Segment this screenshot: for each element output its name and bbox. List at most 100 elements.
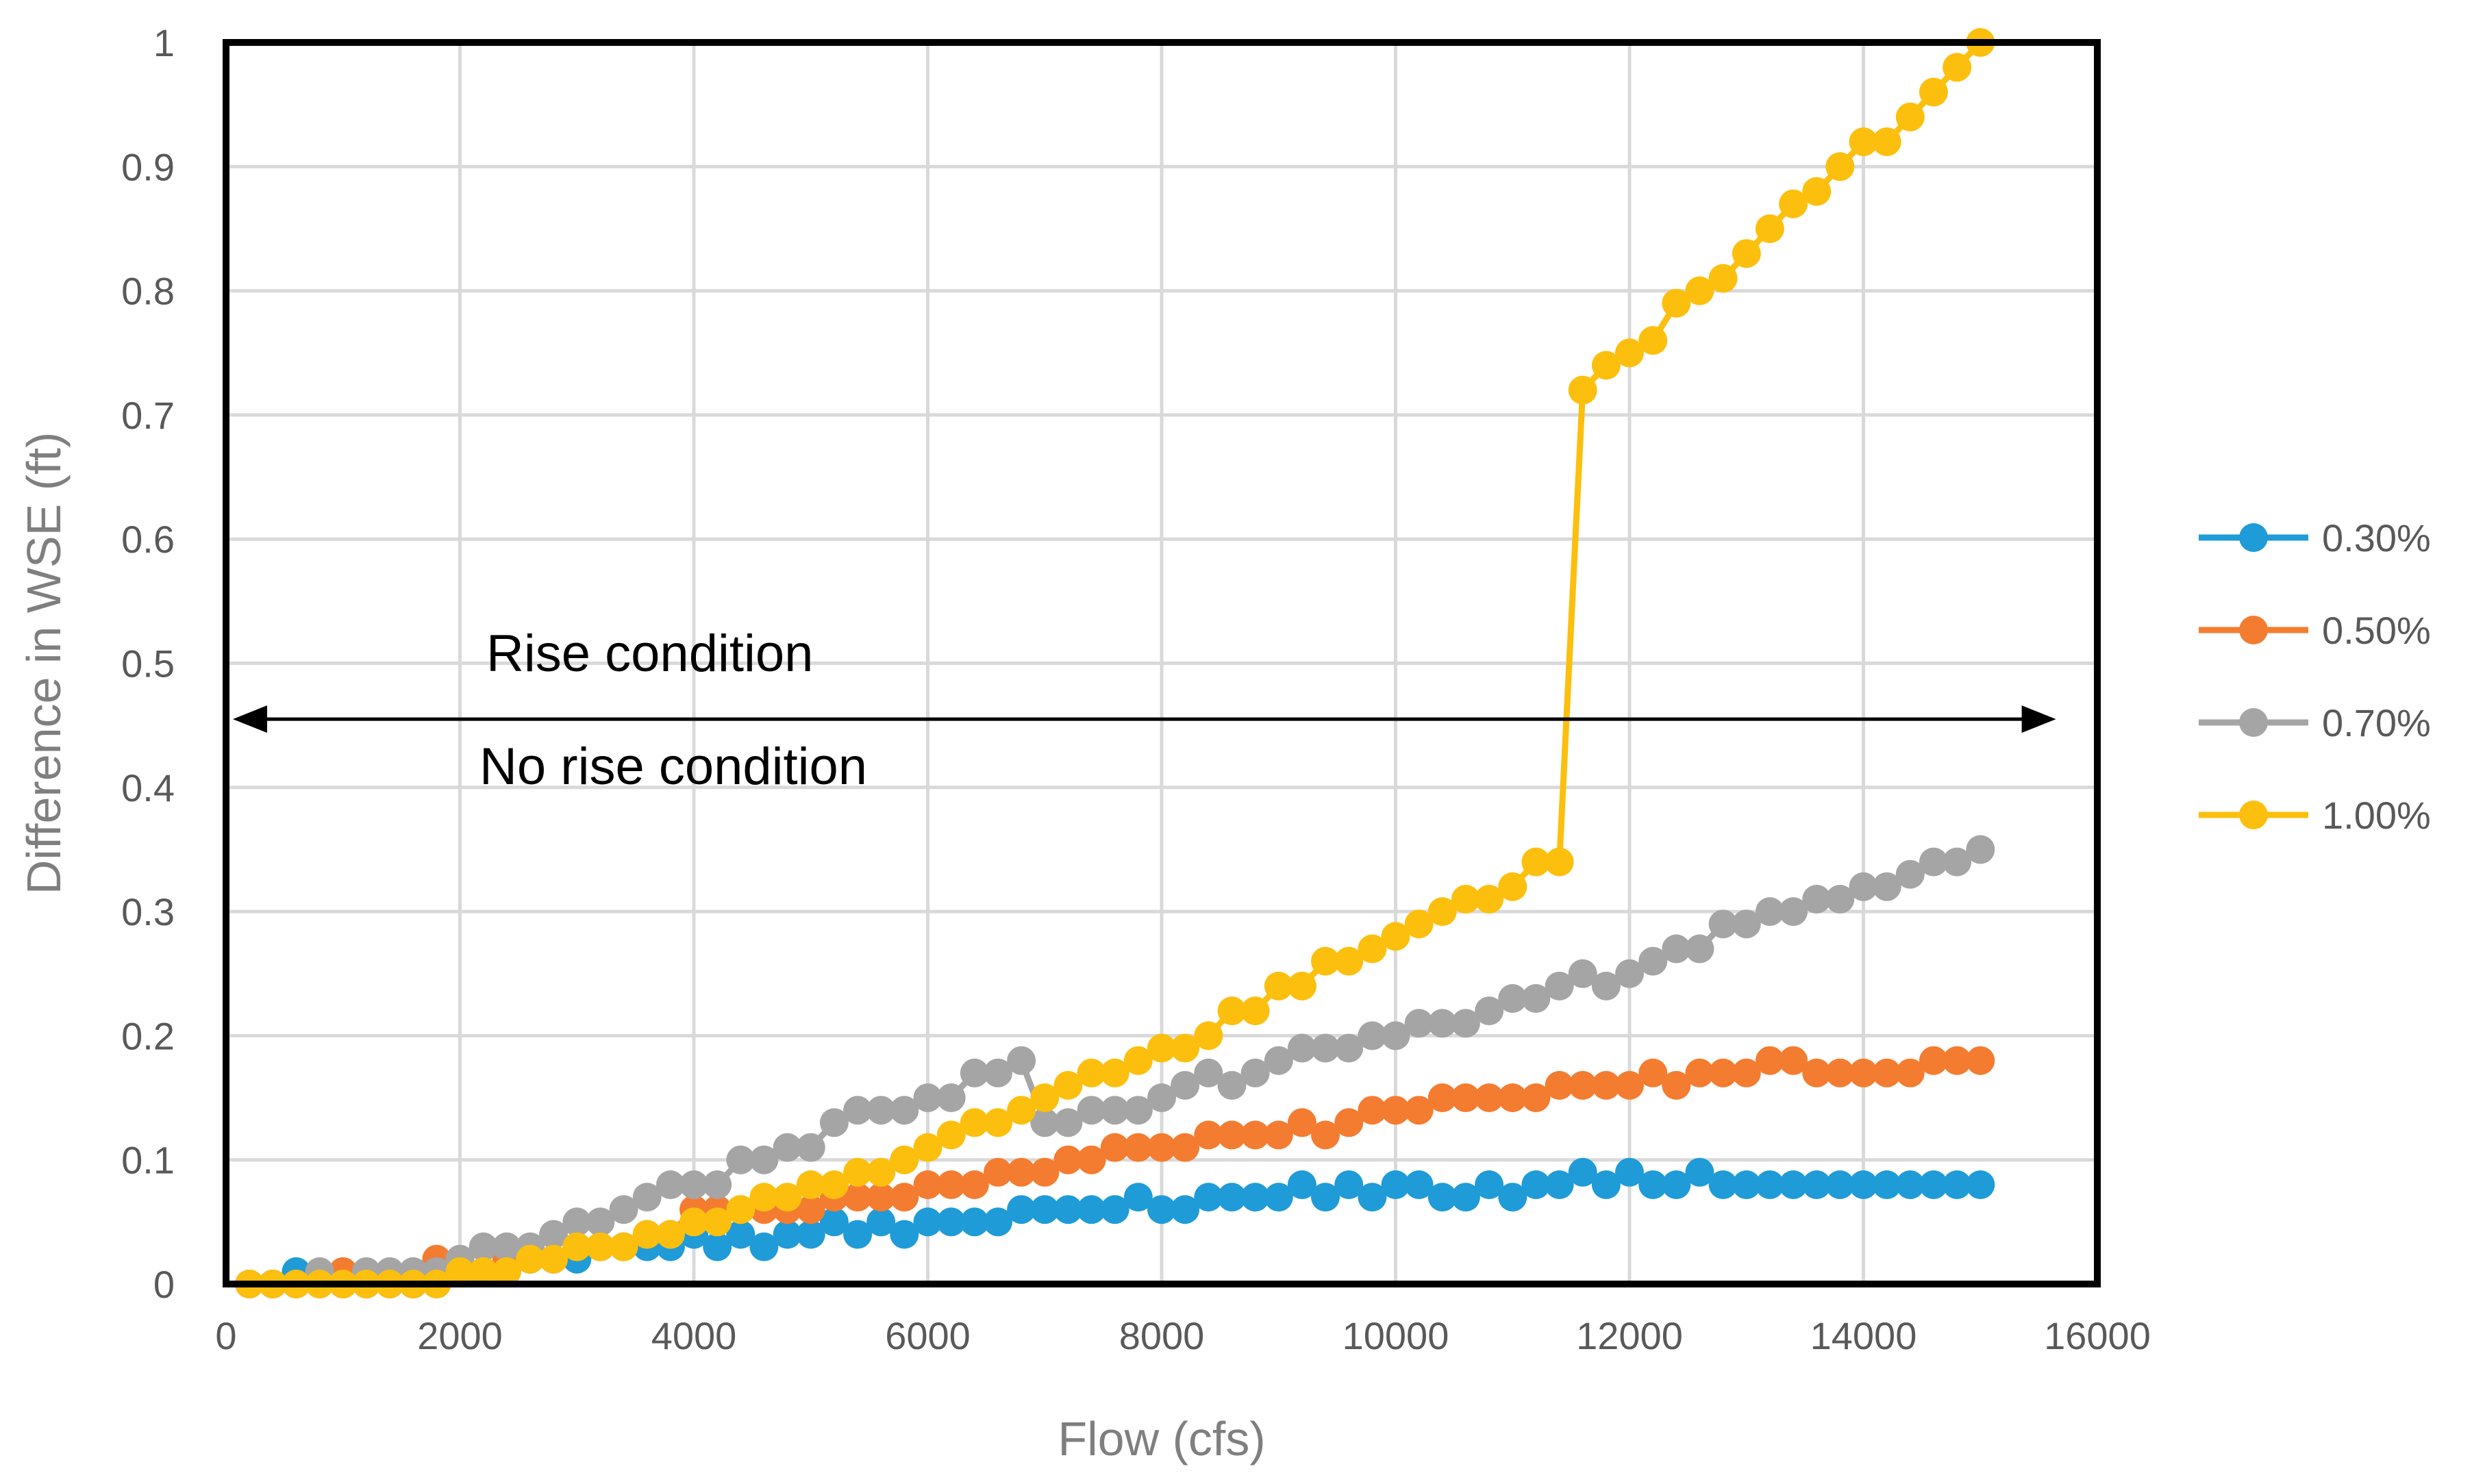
data-point [1521,1170,1551,1199]
data-point [1895,102,1925,131]
data-point [1217,1070,1247,1100]
data-point [1872,872,1901,901]
y-tick-label: 0.8 [121,270,175,313]
data-point [562,1232,592,1261]
data-point [1053,1108,1083,1137]
data-point [1147,1195,1176,1224]
data-point [1802,1058,1832,1087]
data-point [1264,1120,1293,1150]
data-point [1849,1170,1878,1199]
data-point [1662,288,1691,318]
data-point [632,1220,662,1249]
data-point [1311,1120,1340,1150]
plot-area-frame [223,39,2101,1287]
data-point [1521,1083,1551,1112]
data-point [1591,351,1621,380]
legend-label: 0.30% [2322,516,2431,559]
data-point [1194,1021,1223,1051]
data-point [1732,1170,1761,1199]
x-tick-label: 4000 [651,1314,737,1357]
data-point [1451,885,1480,914]
data-point [726,1145,756,1174]
data-point [843,1183,873,1212]
data-point [726,1195,756,1224]
data-point [1147,1083,1176,1112]
data-point [1404,1096,1434,1125]
data-point [843,1096,873,1125]
data-point [1779,1170,1808,1199]
data-point [1895,1058,1925,1087]
data-point [749,1232,779,1261]
data-point [1732,239,1761,268]
legend-marker [2239,801,2268,829]
data-point [1171,1070,1200,1100]
data-point [1007,1096,1036,1125]
data-point [1755,1046,1784,1075]
data-point [1217,996,1247,1026]
data-point [1123,1046,1153,1075]
annotation-layer: Rise condition No rise condition [233,625,2056,796]
data-point [1475,1083,1504,1112]
data-point [1779,897,1808,927]
data-point [1123,1133,1153,1162]
y-tick-label: 0.9 [121,145,175,188]
data-point [1498,872,1527,901]
data-point [1427,1009,1457,1038]
data-point [1498,1183,1527,1212]
data-point [1943,1046,1972,1075]
data-point [1334,946,1364,976]
data-point [609,1195,638,1224]
data-point [1287,971,1316,1001]
data-point [1521,847,1551,877]
legend-label: 1.00% [2322,794,2431,837]
data-point [1475,1170,1504,1199]
arrow-right-head [2021,705,2056,733]
data-point [1404,1009,1434,1038]
data-point [1077,1058,1106,1087]
data-point [1240,1120,1270,1150]
data-point [1007,1046,1036,1075]
x-axis-title: Flow (cfs) [1058,1412,1265,1466]
data-point [936,1207,966,1237]
data-point [1217,1120,1247,1150]
series-1.00% [235,28,1995,1298]
y-tick-label: 0.3 [121,890,175,933]
data-point [1358,1183,1387,1212]
data-point [726,1220,756,1249]
y-tick-label: 0.7 [121,394,175,437]
data-point [1194,1183,1223,1212]
data-point [1872,127,1901,156]
data-point [1077,1145,1106,1174]
data-point [1685,1157,1714,1187]
data-point [1100,1058,1129,1087]
data-point [796,1195,825,1224]
data-point [819,1170,849,1199]
data-point [1334,1033,1364,1063]
data-point [1194,1058,1223,1087]
data-point [1147,1133,1176,1162]
data-point [1966,1046,1995,1075]
data-point [1030,1108,1060,1137]
data-point [1171,1133,1200,1162]
data-point [1755,214,1784,243]
data-point [1545,971,1574,1001]
legend: 0.30% 0.50% 0.70% 1.00% [2199,516,2431,837]
data-point [656,1220,685,1249]
x-tick-label: 16000 [2044,1314,2151,1357]
data-point [866,1096,896,1125]
data-point [1802,885,1832,914]
data-point [1591,1170,1621,1199]
data-point [1755,1170,1784,1199]
data-point [539,1220,569,1249]
data-point [492,1232,521,1261]
data-point [1123,1096,1153,1125]
data-point [1475,885,1504,914]
data-point [1053,1195,1083,1224]
data-point [866,1157,896,1187]
data-point [1638,326,1668,355]
data-point [1568,959,1597,988]
legend-marker [2239,523,2268,552]
data-point [1334,1108,1364,1137]
data-point [936,1120,966,1150]
x-tick-label: 14000 [1810,1314,1917,1357]
